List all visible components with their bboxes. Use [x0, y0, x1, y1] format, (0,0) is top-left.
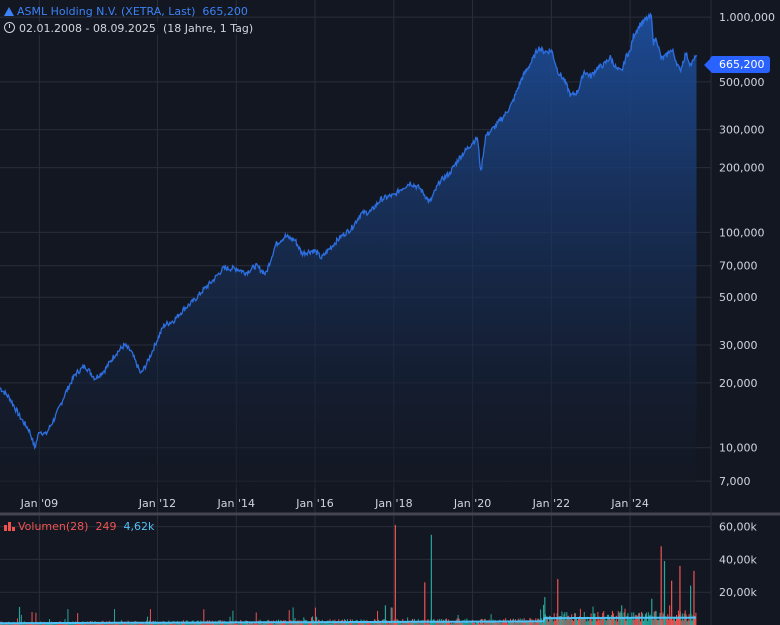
time-tick-label: Jan '16	[295, 497, 333, 510]
volume-ma-value: 4,62k	[123, 520, 155, 533]
price-tick-label: 7,000	[719, 475, 751, 488]
price-tick-label: 200,000	[719, 162, 765, 175]
price-tick-label: 100,000	[719, 226, 765, 239]
price-tick-label: 10,000	[719, 442, 758, 455]
time-tick-label: Jan '24	[610, 497, 648, 510]
last-price-tag: 665,200	[704, 56, 770, 73]
time-tick-label: Jan '22	[532, 497, 570, 510]
volume-ma-line	[0, 616, 696, 625]
time-tick-label: Jan '09	[20, 497, 58, 510]
time-tick-label: Jan '12	[138, 497, 176, 510]
time-tick-label: Jan '20	[453, 497, 491, 510]
time-tick-label: Jan '14	[217, 497, 255, 510]
price-tick-label: 50,000	[719, 291, 758, 304]
volume-value: 249	[95, 520, 117, 533]
price-area	[0, 12, 698, 488]
price-tick-label: 70,000	[719, 260, 758, 273]
price-tick-label: 30,000	[719, 339, 758, 352]
date-range: 02.01.2008 - 08.09.2025	[19, 22, 156, 35]
date-range-row: 02.01.2008 - 08.09.2025 (18 Jahre, 1 Tag…	[4, 22, 257, 35]
price-area-fill	[0, 14, 697, 488]
volume-legend[interactable]: Volumen(28) 249 4,62k	[4, 520, 154, 533]
volume-tick-label: 60,00k	[719, 521, 757, 534]
volume-bars-icon	[4, 522, 15, 531]
axes: 1.000,000 500,000 300,000 200,000 100,000 70,…	[20, 11, 775, 599]
volume-bars	[0, 524, 697, 625]
last-value: 665,200	[202, 5, 248, 18]
area-series-icon	[4, 7, 14, 16]
price-tick-label: 500,000	[719, 76, 765, 89]
price-tick-label: 20,000	[719, 377, 758, 390]
clock-icon	[4, 22, 15, 33]
volume-tick-label: 20,00k	[719, 586, 757, 599]
price-tick-label: 1.000,000	[719, 11, 775, 24]
volume-label: Volumen(28)	[18, 520, 89, 533]
time-tick-label: Jan '18	[374, 497, 412, 510]
duration: (18 Jahre, 1 Tag)	[162, 22, 254, 35]
volume-tick-label: 40,00k	[719, 553, 757, 566]
symbol-name: ASML Holding N.V. (XETRA, Last)	[17, 5, 196, 18]
price-tick-label: 300,000	[719, 124, 765, 137]
price-line	[0, 12, 698, 450]
legend-title[interactable]: ASML Holding N.V. (XETRA, Last) 665,200	[4, 5, 248, 18]
